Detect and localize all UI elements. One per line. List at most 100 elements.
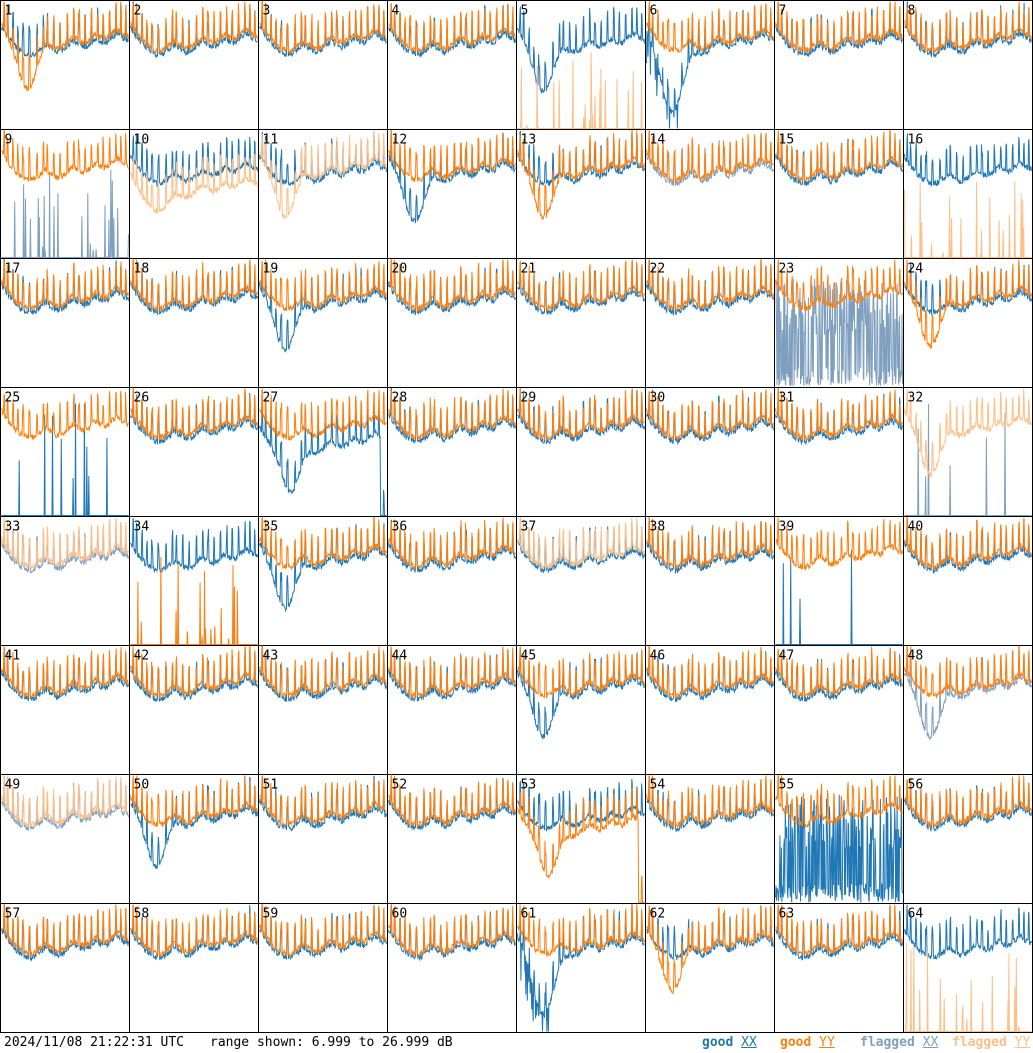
yy-series-line [646, 905, 774, 994]
antenna-panel-12: 12 [387, 129, 517, 259]
panel-number: 53 [521, 778, 537, 793]
panel-frame [516, 516, 646, 646]
panel-number: 48 [908, 649, 924, 664]
panel-number: 45 [521, 649, 537, 664]
panel-frame [903, 0, 1033, 130]
yy-series-line [775, 259, 903, 312]
antenna-panel-48: 48 [903, 645, 1033, 775]
yy-series-line [775, 646, 903, 697]
yy-series-line [517, 787, 645, 903]
panel-frame [645, 774, 775, 904]
antenna-panel-22: 22 [645, 258, 775, 388]
panel-number: 64 [908, 907, 924, 922]
yy-series-line [130, 775, 258, 827]
panel-frame [387, 645, 517, 775]
antenna-panel-59: 59 [258, 903, 388, 1033]
antenna-panel-15: 15 [774, 129, 904, 259]
panel-number: 21 [521, 262, 537, 277]
antenna-panel-44: 44 [387, 645, 517, 775]
antenna-panel-11: 11 [258, 129, 388, 259]
panel-number: 16 [908, 133, 924, 148]
yy-series-line [646, 646, 774, 700]
yy-series-line [259, 904, 387, 957]
panel-number: 5 [521, 4, 529, 19]
antenna-panel-40: 40 [903, 516, 1033, 646]
panel-number: 46 [650, 649, 666, 664]
panel-frame [516, 258, 646, 388]
antenna-panel-4: 4 [387, 0, 517, 130]
antenna-panel-37: 37 [516, 516, 646, 646]
panel-number: 47 [779, 649, 795, 664]
panel-number: 7 [779, 4, 787, 19]
panel-number: 54 [650, 778, 666, 793]
yy-series-line [517, 517, 645, 571]
xx-series-line [1, 259, 129, 315]
panel-frame [645, 258, 775, 388]
panel-frame [645, 387, 775, 517]
panel-frame [129, 645, 259, 775]
panel-number: 1 [5, 4, 13, 19]
antenna-panel-61: 61 [516, 903, 646, 1033]
antenna-panel-52: 52 [387, 773, 517, 904]
yy-series-line [646, 518, 774, 569]
panel-number: 39 [779, 520, 795, 535]
xx-series-line [646, 905, 774, 960]
panel-number: 6 [650, 4, 658, 19]
panel-number: 42 [134, 649, 150, 664]
yy-series-line [517, 52, 645, 129]
panel-number: 35 [263, 520, 279, 535]
xx-series-line [517, 779, 645, 832]
yy-series-line [259, 259, 387, 312]
antenna-panel-47: 47 [774, 645, 904, 775]
antenna-panel-31: 31 [774, 387, 904, 517]
panel-number: 62 [650, 907, 666, 922]
timestamp: 2024/11/08 21:22:31 UTC [4, 1035, 185, 1050]
panel-number: 23 [779, 262, 795, 277]
yy-series-line [646, 130, 774, 183]
footer-bar: 2024/11/08 21:22:31 UTC range shown: 6.9… [0, 1033, 1033, 1053]
panel-frame [645, 645, 775, 775]
xx-series-line [1, 169, 129, 258]
yy-series-line [904, 646, 1032, 700]
xx-series-line [904, 1, 1032, 59]
panel-frame [387, 387, 517, 517]
xx-series-line [904, 262, 1032, 316]
antenna-panel-23: 23 [774, 258, 904, 388]
yy-series-line [775, 517, 903, 571]
antenna-panel-56: 56 [903, 774, 1033, 904]
yy-series-line [775, 388, 903, 441]
panel-number: 14 [650, 133, 666, 148]
panel-frame [258, 645, 388, 775]
yy-series-line [1, 517, 129, 570]
yy-series-line [130, 257, 258, 313]
yy-series-line [1, 129, 129, 182]
antenna-panel-54: 54 [645, 774, 775, 904]
panel-number: 19 [263, 262, 279, 277]
yy-series-line [388, 773, 516, 828]
yy-series-line [775, 774, 903, 828]
panel-number: 55 [779, 778, 795, 793]
antenna-panel-5: 5 [516, 0, 646, 130]
yy-series-line [130, 556, 258, 645]
xx-series-line [259, 263, 387, 354]
panel-frame [258, 903, 388, 1033]
antenna-panel-34: 34 [129, 516, 259, 646]
xx-series-line [259, 523, 387, 613]
antenna-panel-17: 17 [0, 258, 130, 388]
legend-flagged-xx: flagged XX [860, 1035, 939, 1050]
panel-number: 11 [263, 133, 279, 148]
panel-number: 30 [650, 391, 666, 406]
panel-frame [129, 0, 259, 130]
panel-number: 27 [263, 391, 279, 406]
antenna-panel-46: 46 [645, 645, 775, 775]
antenna-panel-49: 49 [0, 774, 130, 904]
antenna-panel-64: 64 [903, 903, 1033, 1033]
panel-frame [516, 387, 646, 517]
yy-series-line [775, 904, 903, 956]
antenna-panel-35: 35 [258, 516, 388, 646]
panel-number: 4 [392, 4, 400, 19]
panel-number: 13 [521, 133, 537, 148]
antenna-panel-45: 45 [516, 645, 646, 775]
yy-series-line [517, 388, 645, 441]
